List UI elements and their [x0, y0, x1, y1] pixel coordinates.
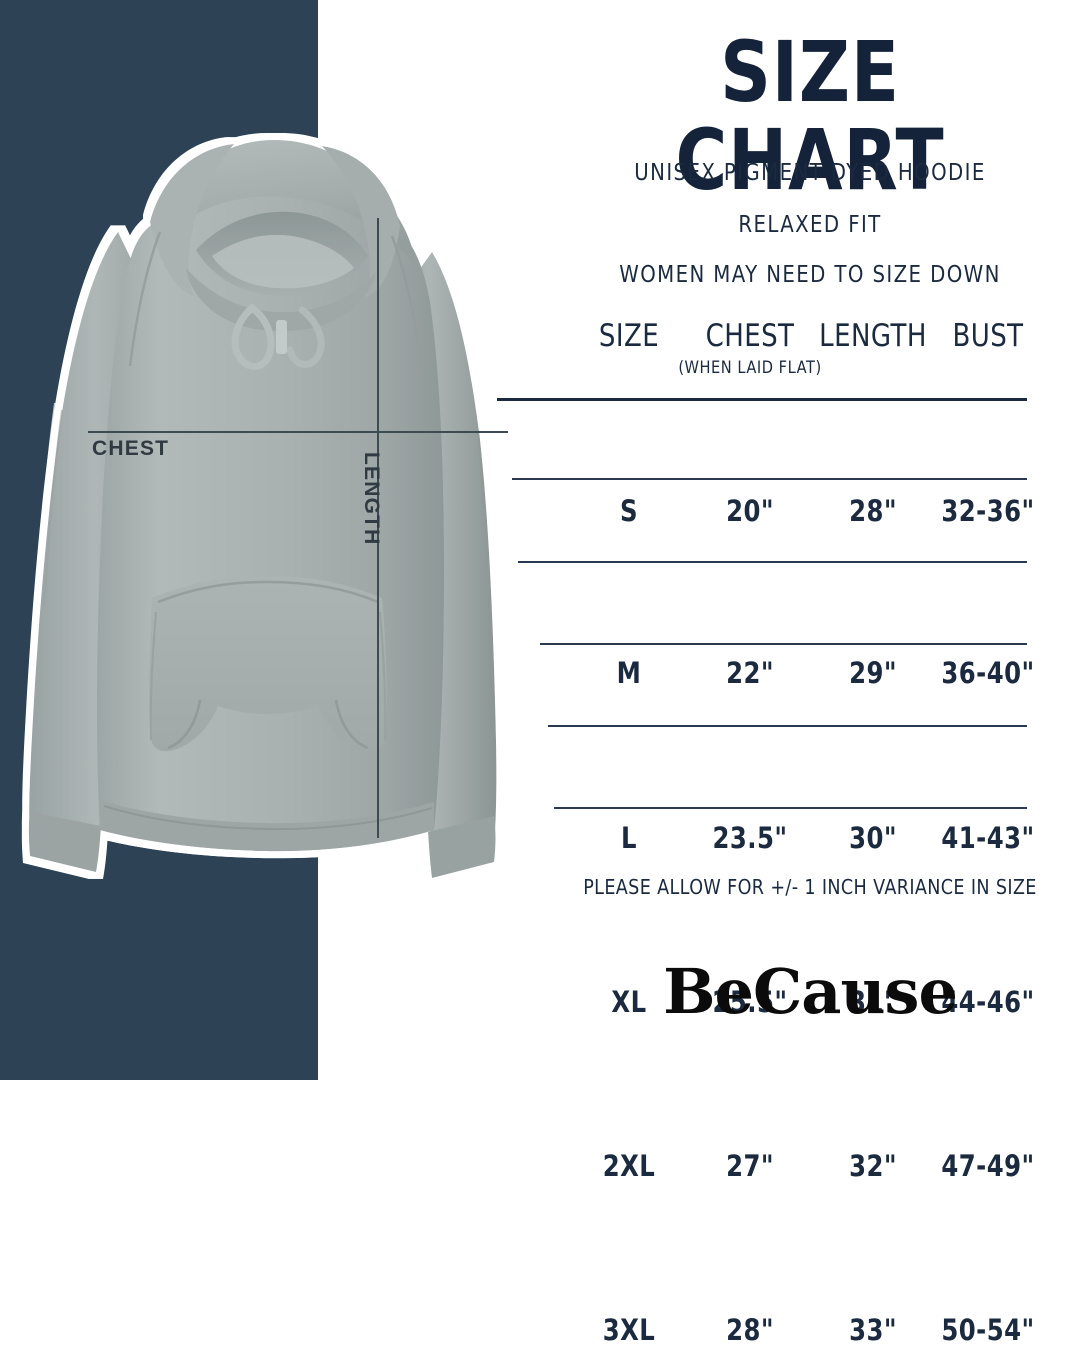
cell-bust: 44-46": [941, 985, 1035, 1019]
hoodie-illustration: CHEST LENGTH: [0, 0, 540, 1080]
cell-size: L: [621, 821, 637, 855]
cell-chest: 22": [726, 656, 774, 690]
table-row: 2XL 27" 32" 47-49": [540, 726, 1080, 1183]
chest-measurement-note: (WHEN LAID FLAT): [678, 358, 822, 378]
table-rule: [548, 725, 1027, 727]
column-header-size: SIZE: [598, 318, 660, 354]
subtitle-sizing-note: WOMEN MAY NEED TO SIZE DOWN: [619, 262, 1001, 288]
cell-chest: 25.5": [712, 985, 788, 1019]
subtitle-product: UNISEX PIGMENT DYED HOODIE: [634, 160, 986, 186]
table-rule-top: [497, 398, 1027, 401]
cell-bust: 50-54": [941, 1313, 1035, 1347]
hoodie-graphic: [28, 140, 497, 878]
length-measure-line: [377, 218, 379, 838]
table-header-row: SIZE CHEST LENGTH BUST (WHEN LAID FLAT): [540, 318, 1080, 398]
length-label: LENGTH: [360, 452, 383, 546]
table-row: M 22" 29" 36-40": [540, 480, 1080, 690]
table-rule: [518, 561, 1027, 563]
variance-disclaimer: PLEASE ALLOW FOR +/- 1 INCH VARIANCE IN …: [583, 875, 1037, 899]
cell-length: 30": [849, 821, 897, 855]
cell-chest: 23.5": [712, 821, 788, 855]
table-rule: [554, 807, 1027, 809]
cell-length: 29": [849, 656, 897, 690]
cell-bust: 36-40": [941, 656, 1035, 690]
subtitle-fit: RELAXED FIT: [738, 212, 882, 238]
cell-bust: 41-43": [941, 821, 1035, 855]
page-title: SIZE CHART: [675, 23, 945, 209]
table-row: S 20" 28" 32-36": [540, 398, 1080, 528]
table-row: XL 25.5" 31" 44-46": [540, 644, 1080, 1019]
brand-logo: BeCause: [663, 955, 958, 1028]
column-header-length: LENGTH: [819, 318, 927, 354]
size-table: SIZE CHEST LENGTH BUST (WHEN LAID FLAT) …: [497, 318, 1080, 1347]
cell-chest: 20": [726, 494, 774, 528]
cell-size: M: [616, 656, 642, 690]
table-row: L 23.5" 30" 41-43": [540, 562, 1080, 855]
column-header-chest: CHEST: [705, 318, 795, 354]
size-chart-panel: SIZE CHART UNISEX PIGMENT DYED HOODIE RE…: [497, 0, 1080, 1347]
cell-bust: 47-49": [941, 1149, 1035, 1183]
cell-length: 31": [849, 985, 897, 1019]
column-header-bust: BUST: [952, 318, 1024, 354]
chest-label: CHEST: [92, 437, 170, 460]
table-rule: [512, 478, 1027, 480]
table-rule: [540, 643, 1027, 645]
cell-bust: 32-36": [941, 494, 1035, 528]
product-image-panel: CHEST LENGTH: [0, 0, 540, 1080]
chest-measure-line: [88, 431, 508, 433]
cell-length: 28": [849, 494, 897, 528]
cell-size: XL: [611, 985, 647, 1019]
cell-size: S: [620, 494, 638, 528]
